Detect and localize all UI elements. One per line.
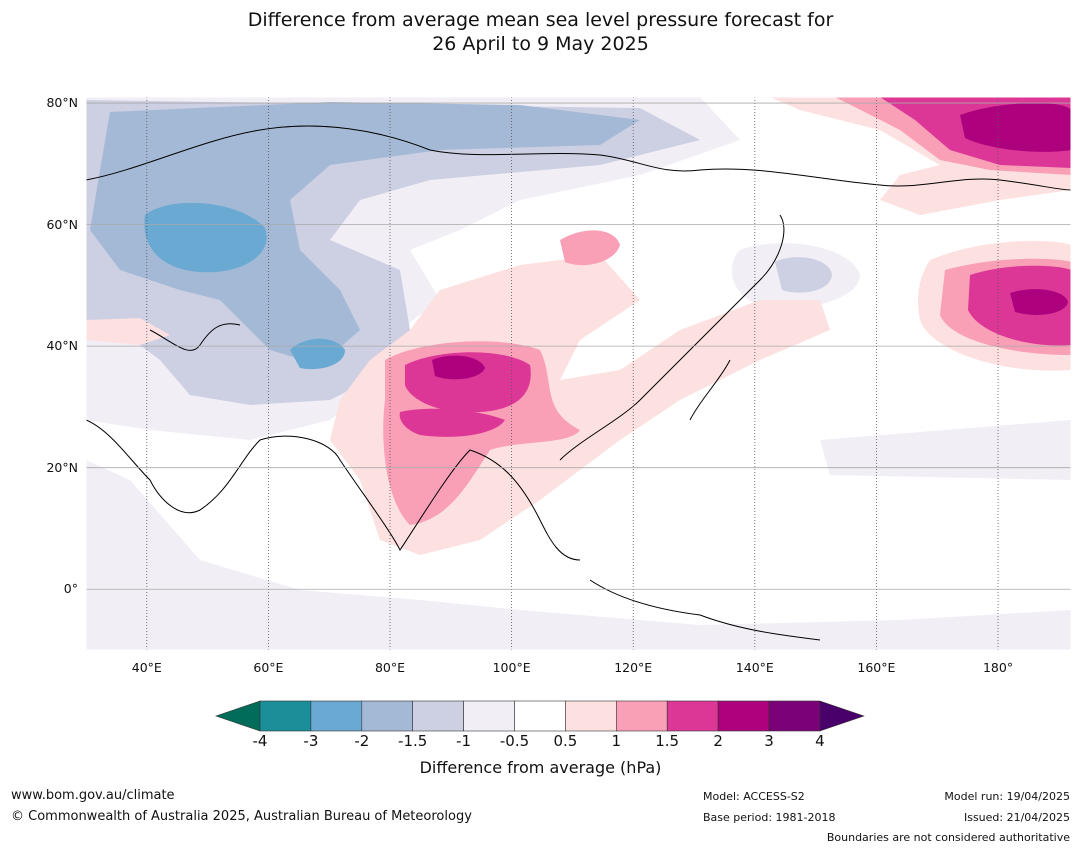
colorbar-tick-label: -1: [456, 732, 472, 750]
colorbar-tick-label: -4: [252, 732, 268, 750]
model-run-date: Model run: 19/04/2025: [944, 790, 1070, 803]
contour-pos-2-arctic: [960, 103, 1071, 152]
title-line-1: Difference from average mean sea level p…: [247, 9, 834, 31]
colorbar-segment: [412, 700, 464, 732]
colorbar-tick-label: 1.5: [655, 732, 680, 750]
colorbar-segment: [259, 700, 312, 732]
contour-pos-1-siberia: [560, 230, 620, 266]
lon-label-160: 160°E: [857, 660, 896, 675]
colorbar-tick-label: 1: [611, 732, 622, 750]
coastlines: [86, 125, 1071, 641]
lon-label-100: 100°E: [492, 660, 531, 675]
contour-neg-15: [90, 102, 640, 365]
boundaries-disclaimer: Boundaries are not considered authoritat…: [826, 831, 1070, 844]
copyright-notice: © Commonwealth of Australia 2025, Austra…: [11, 809, 472, 824]
contour-pos-15-tibet: [399, 408, 505, 437]
colorbar-segment: [666, 700, 719, 732]
lon-label-180: 180°: [982, 660, 1014, 675]
colorbar-tick-label: 3: [764, 732, 774, 750]
base-period: Base period: 1981-2018: [703, 811, 836, 824]
title-line-2: 26 April to 9 May 2025: [432, 33, 649, 55]
colorbar-tick-label: -0.5: [499, 732, 530, 750]
lon-label-80: 80°E: [374, 660, 406, 675]
colorbar-segment: [615, 700, 668, 732]
colorbar-segment: [565, 700, 617, 732]
graticule: [86, 97, 1071, 650]
website-link[interactable]: www.bom.gov.au/climate: [11, 788, 175, 803]
lon-label-120: 120°E: [614, 660, 653, 675]
colorbar-segment: [463, 700, 515, 732]
contour-pos-2-pacific: [1010, 289, 1068, 315]
colorbar: [215, 700, 865, 732]
map-frame: [85, 96, 1072, 651]
colorbar-segment: [310, 700, 363, 732]
contour-neg-2: [144, 202, 267, 273]
colorbar-tick-label: -1.5: [398, 732, 428, 750]
colorbar-segment: [768, 700, 821, 732]
lat-label-0: 0°: [63, 581, 78, 597]
lat-label-60: 60°N: [46, 216, 78, 232]
lat-label-40: 40°N: [46, 338, 78, 354]
lon-label-40: 40°E: [131, 660, 162, 675]
colorbar-segment: [361, 700, 414, 732]
colorbar-tick-label: -3: [303, 732, 319, 750]
contour-neg-1-east: [775, 257, 832, 293]
colorbar-tick-label: 2: [713, 732, 723, 750]
lon-label-140: 140°E: [735, 660, 774, 675]
contour-neg-05-tropics: [86, 460, 1071, 650]
colorbar-segment: [717, 700, 770, 732]
colorbar-tick-label: 0.5: [553, 732, 578, 750]
colorbar-over-arrow: [819, 700, 865, 732]
model-name: Model: ACCESS-S2: [703, 790, 805, 803]
issued-date: Issued: 21/04/2025: [963, 811, 1070, 824]
anomaly-contours: [86, 97, 1071, 650]
lat-label-20: 20°N: [46, 459, 78, 475]
pressure-anomaly-map: [85, 96, 1072, 651]
colorbar-segments: [215, 700, 865, 732]
lon-label-60: 60°E: [253, 660, 284, 675]
contour-pos-05-caspian: [86, 318, 170, 345]
colorbar-under-arrow: [215, 700, 261, 732]
colorbar-segment: [514, 700, 566, 732]
contour-neg-05-pacific: [820, 420, 1071, 480]
colorbar-tick-label: 4: [815, 732, 825, 750]
colorbar-tick-label: -2: [354, 732, 370, 750]
colorbar-label: Difference from average (hPa): [419, 758, 662, 777]
contour-pos-2-asia: [432, 355, 485, 380]
lat-label-80: 80°N: [46, 95, 78, 111]
map-title: Difference from average mean sea level p…: [0, 8, 1081, 56]
